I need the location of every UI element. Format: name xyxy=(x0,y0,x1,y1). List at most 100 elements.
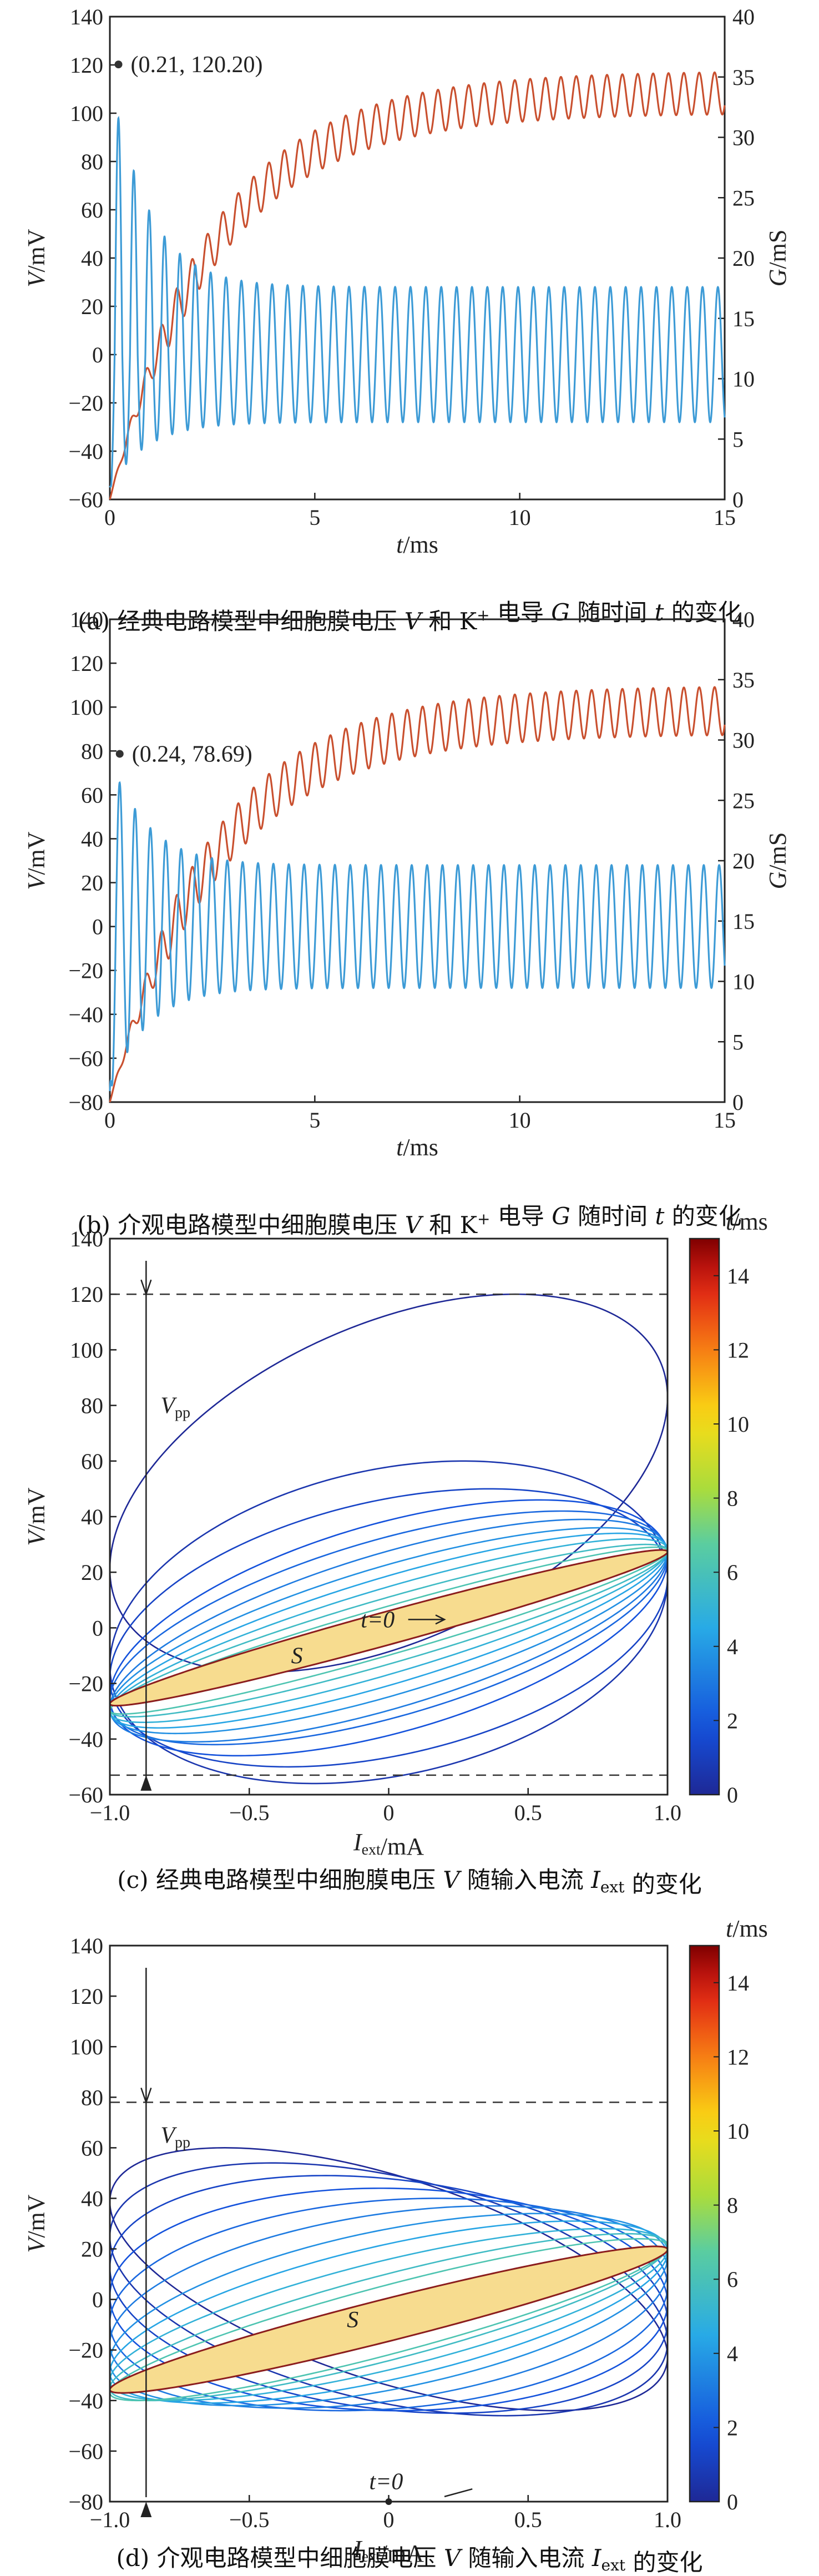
y-tick-label: 120 xyxy=(70,1984,103,2009)
panel-caption-text: (d) 介观电路模型中细胞膜电压 xyxy=(117,2544,444,2572)
x-tick-label: 15 xyxy=(714,505,736,530)
vpp-symbol: V xyxy=(160,2123,177,2149)
steady-state-area xyxy=(110,1549,668,1707)
vpp-arrow-bottom xyxy=(140,2502,152,2517)
hysteresis-loop xyxy=(110,1532,668,1729)
y2-axis-label-unit: /mS xyxy=(764,230,791,269)
colorbar-tick-label: 0 xyxy=(727,2489,738,2514)
peak-annotation: (0.24, 78.69) xyxy=(132,741,252,767)
y-tick-label: −40 xyxy=(68,439,103,464)
y-tick-label: −80 xyxy=(68,1090,103,1115)
y2-tick-label: 40 xyxy=(732,4,755,29)
x-tick-label: 10 xyxy=(509,505,531,530)
hysteresis-loop xyxy=(110,2213,668,2407)
vpp-label: Vpp xyxy=(160,2123,190,2151)
voltage-line xyxy=(109,781,726,1092)
y2-tick-label: 10 xyxy=(732,969,755,994)
loop-layer xyxy=(110,1293,668,1785)
y-tick-label: −20 xyxy=(68,1671,103,1696)
y-tick-label: 80 xyxy=(81,149,103,174)
y-tick-label: 40 xyxy=(81,246,103,271)
x-tick-label: 0 xyxy=(104,505,115,530)
colorbar-label: t/ms xyxy=(726,1208,768,1235)
y-tick-label: 100 xyxy=(70,695,103,720)
y-tick-label: 140 xyxy=(70,1226,103,1251)
steady-state-area xyxy=(110,2245,668,2394)
panel-caption-sub: ext xyxy=(601,2556,626,2574)
colorbar-tick-label: 4 xyxy=(727,2341,738,2366)
y-tick-label: 100 xyxy=(70,101,103,126)
y-tick-label: 20 xyxy=(81,294,103,319)
hysteresis-loop xyxy=(110,2232,668,2402)
panel-caption-var: G xyxy=(552,1203,570,1230)
hysteresis-loop xyxy=(110,2228,668,2402)
y-tick-label: −20 xyxy=(68,958,103,983)
y-tick-label: 0 xyxy=(92,915,103,940)
y-axis-label-symbol: V xyxy=(23,2235,50,2253)
y2-tick-label: 25 xyxy=(732,788,755,813)
colorbar-tick-label: 0 xyxy=(727,1782,738,1807)
y-tick-label: 100 xyxy=(70,1337,103,1362)
y-axis-label-unit: /mV xyxy=(23,1487,50,1531)
x-axis-label-sub: ext xyxy=(362,2548,381,2565)
colorbar-tick-label: 6 xyxy=(727,1560,738,1585)
x-axis-label-symbol: I xyxy=(353,1829,363,1856)
y-axis-label: V/mV xyxy=(23,831,50,890)
y-axis-label-symbol: V xyxy=(23,872,50,890)
panel-a-voltage-conductance-time: −60−40−200204060801001201400510152025303… xyxy=(23,4,791,635)
x-axis-label: t/ms xyxy=(396,1134,438,1161)
peak-marker xyxy=(114,60,123,69)
y2-tick-label: 35 xyxy=(732,668,755,693)
vpp-arrow-bottom xyxy=(140,1775,152,1791)
panel-caption-sup: + xyxy=(477,1210,490,1228)
hysteresis-loop xyxy=(110,2162,668,2417)
colorbar xyxy=(689,1944,720,2503)
hysteresis-loop xyxy=(110,1510,668,1746)
panel-caption-var: I xyxy=(592,2544,602,2572)
y-tick-label: −80 xyxy=(68,2489,103,2514)
colorbar-label-unit: /ms xyxy=(732,1208,768,1235)
panel-caption: (c) 经典电路模型中细胞膜电压 V 随输入电流 Iext 的变化 xyxy=(117,1866,702,1898)
x-axis-label-symbol: I xyxy=(353,2535,363,2563)
x-tick-label: 0 xyxy=(104,1108,115,1133)
panel-caption-text: 随输入电流 xyxy=(461,2544,592,2572)
panel-caption-text: 和 xyxy=(422,1211,460,1239)
x-tick-label: 1.0 xyxy=(654,1800,681,1825)
x-axis-label-unit: /ms xyxy=(403,531,438,558)
y2-axis-label-symbol: G xyxy=(764,269,791,287)
y2-tick-label: 20 xyxy=(732,246,755,271)
x-tick-label: 0 xyxy=(383,1800,395,1825)
plot-frame xyxy=(109,1238,669,1796)
y-tick-label: 20 xyxy=(81,2237,103,2262)
t0-arrowhead xyxy=(435,1614,446,1625)
y-tick-label: 60 xyxy=(81,2135,103,2160)
x-axis-label-symbol: t xyxy=(396,531,404,558)
x-tick-label: −1.0 xyxy=(90,2507,130,2532)
x-axis-label: Iext/mA xyxy=(353,1829,424,1860)
colorbar-label-unit: /ms xyxy=(732,1915,768,1942)
y-tick-label: −60 xyxy=(68,1782,103,1807)
y2-tick-label: 40 xyxy=(732,607,755,632)
x-tick-label: −0.5 xyxy=(229,1800,270,1825)
hysteresis-loop xyxy=(110,1538,668,1724)
hysteresis-loop xyxy=(110,2198,668,2412)
y-tick-label: 60 xyxy=(81,198,103,223)
y-tick-label: 0 xyxy=(92,342,103,367)
vpp-sub: pp xyxy=(175,2134,190,2151)
y-tick-label: −20 xyxy=(68,391,103,416)
y2-tick-label: 30 xyxy=(732,728,755,753)
x-tick-label: −0.5 xyxy=(229,2507,270,2532)
conductance-line xyxy=(109,686,726,1103)
y-axis-label-unit: /mV xyxy=(23,229,50,272)
y2-tick-label: 30 xyxy=(732,125,755,150)
y-tick-label: 120 xyxy=(70,53,103,78)
colorbar-tick-label: 8 xyxy=(727,1486,738,1511)
panel-caption-ion: K xyxy=(460,1211,478,1239)
y2-tick-label: 15 xyxy=(732,909,755,934)
y-tick-label: 60 xyxy=(81,1449,103,1474)
y-tick-label: −20 xyxy=(68,2338,103,2363)
panel-caption-text: 随输入电流 xyxy=(460,1866,592,1893)
x-axis-label: Iext/mA xyxy=(353,2535,424,2567)
hysteresis-loop xyxy=(110,1543,668,1718)
